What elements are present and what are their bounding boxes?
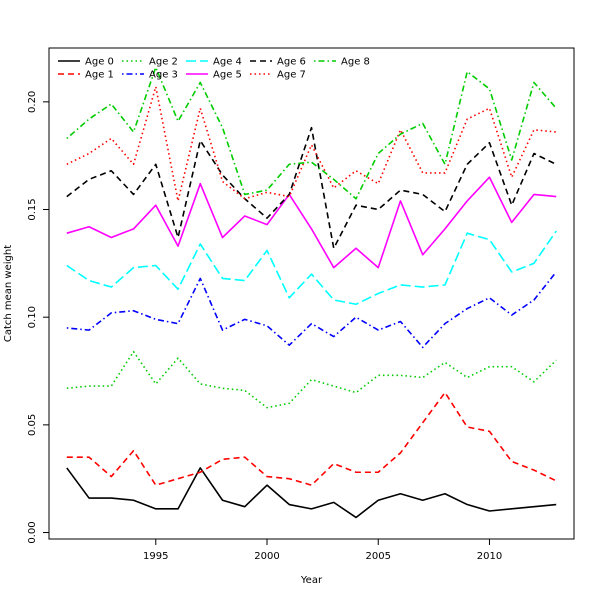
x-tick-label: 2000 bbox=[254, 551, 279, 562]
legend-label: Age 2 bbox=[149, 57, 178, 68]
series-line-age-1 bbox=[66, 391, 557, 486]
y-tick-label: 0.00 bbox=[27, 521, 38, 543]
x-axis: 1995 2000 2005 2010 bbox=[143, 539, 502, 562]
legend-label: Age 4 bbox=[213, 57, 242, 68]
x-axis-label: Year bbox=[300, 575, 323, 586]
legend-label: Age 3 bbox=[149, 70, 178, 81]
y-axis-label: Catch mean weight bbox=[3, 245, 14, 342]
series-line-age-6 bbox=[66, 126, 557, 250]
series-line-age-8 bbox=[66, 66, 557, 200]
legend-label: Age 5 bbox=[213, 70, 242, 81]
series-line-age-5 bbox=[66, 176, 557, 269]
legend: Age 0 Age 1 Age 2 Age 3 Age 4 Age 5 Age 6 Age 7… bbox=[58, 57, 370, 81]
series-line-age-2 bbox=[66, 350, 557, 409]
series-line-age-4 bbox=[66, 230, 557, 306]
y-tick-label: 0.10 bbox=[27, 306, 38, 328]
legend-label: Age 6 bbox=[277, 57, 306, 68]
legend-label: Age 8 bbox=[341, 57, 370, 68]
legend-label: Age 0 bbox=[85, 57, 114, 68]
legend-label: Age 1 bbox=[85, 70, 114, 81]
x-tick-label: 2010 bbox=[477, 551, 502, 562]
y-axis: 0.00 0.05 0.10 0.15 0.20 bbox=[27, 91, 49, 544]
legend-label: Age 7 bbox=[277, 70, 306, 81]
plot-frame bbox=[48, 47, 575, 540]
y-tick-label: 0.20 bbox=[27, 91, 38, 113]
series-line-age-3 bbox=[66, 271, 557, 349]
series-line-age-0 bbox=[66, 467, 557, 519]
y-tick-label: 0.15 bbox=[27, 198, 38, 220]
x-tick-label: 1995 bbox=[143, 551, 168, 562]
series-line-age-7 bbox=[66, 85, 557, 202]
plot-area bbox=[66, 66, 557, 519]
y-tick-label: 0.05 bbox=[27, 414, 38, 436]
x-tick-label: 2005 bbox=[366, 551, 391, 562]
